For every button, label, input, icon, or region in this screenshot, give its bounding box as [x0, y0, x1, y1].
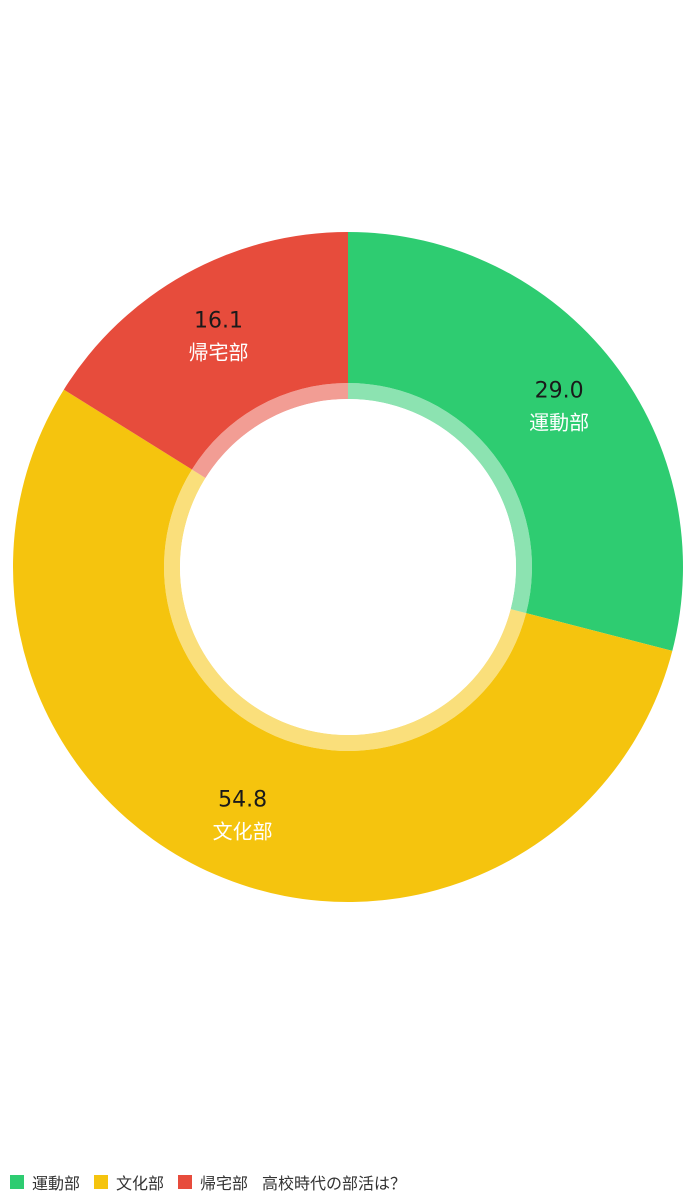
donut-inner-ring — [164, 383, 532, 751]
slice-value-label: 16.1 — [194, 308, 243, 333]
slice-labels: 29.0 運動部 54.8 文化部 16.1 帰宅部 — [189, 308, 590, 843]
legend-item-帰宅部[interactable]: 帰宅部 — [178, 1170, 248, 1194]
legend-swatch — [178, 1175, 193, 1189]
legend-label: 文化部 — [116, 1174, 165, 1193]
slice-name-label: 帰宅部 — [189, 340, 249, 364]
slice-name-label: 運動部 — [529, 411, 589, 435]
inner-ring-帰宅部 — [191, 383, 348, 479]
chart-legend: 運動部 文化部 帰宅部 高校時代の部活は？ — [10, 1170, 406, 1194]
slice-運動部[interactable] — [348, 232, 683, 651]
legend-item-文化部[interactable]: 文化部 — [94, 1170, 164, 1194]
donut-slices — [12, 232, 683, 903]
chart-title: 高校時代の部活は？ — [262, 1174, 407, 1193]
legend-label: 運動部 — [32, 1174, 81, 1193]
legend-item-運動部[interactable]: 運動部 — [10, 1170, 80, 1194]
legend-swatch — [94, 1175, 109, 1189]
donut-center-hole — [180, 399, 516, 735]
slice-value-label: 54.8 — [218, 787, 267, 812]
legend-label: 帰宅部 — [200, 1174, 249, 1193]
slice-value-label: 29.0 — [535, 379, 584, 404]
slice-name-label: 文化部 — [213, 819, 273, 843]
slice-文化部[interactable] — [12, 389, 673, 903]
slice-帰宅部[interactable] — [63, 232, 348, 470]
legend-swatch — [10, 1175, 24, 1189]
